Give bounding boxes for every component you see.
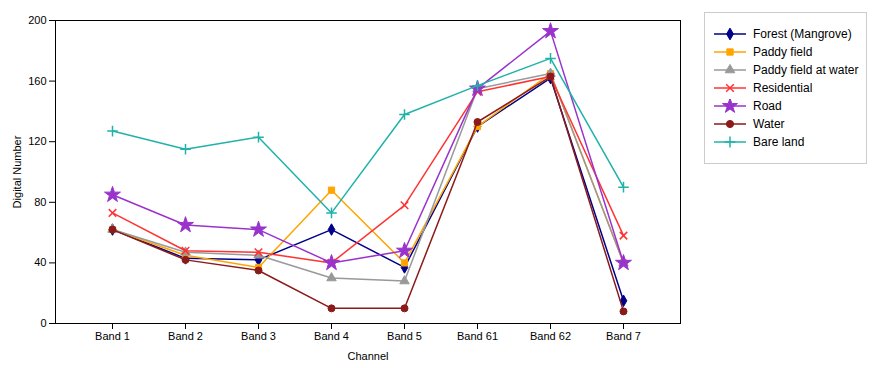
svg-text:Band 7: Band 7 bbox=[606, 330, 641, 342]
html-text:Forest (Mangrove): Forest (Mangrove) bbox=[753, 27, 852, 41]
svg-text:Digital Number: Digital Number bbox=[11, 135, 23, 208]
html-text:Paddy field at water: Paddy field at water bbox=[753, 63, 859, 77]
svg-text:Band 2: Band 2 bbox=[168, 330, 203, 342]
html-text:Residential: Residential bbox=[753, 81, 813, 95]
svg-text:120: 120 bbox=[28, 135, 46, 147]
html-text:Road: Road bbox=[753, 99, 782, 113]
svg-text:Band 3: Band 3 bbox=[241, 330, 276, 342]
svg-text:Band 4: Band 4 bbox=[314, 330, 349, 342]
svg-text:Band 1: Band 1 bbox=[95, 330, 130, 342]
svg-text:160: 160 bbox=[28, 75, 46, 87]
svg-text:80: 80 bbox=[34, 196, 46, 208]
html-text:Paddy field: Paddy field bbox=[753, 45, 813, 59]
html-text:Water: Water bbox=[753, 117, 785, 131]
svg-text:Band 5: Band 5 bbox=[387, 330, 422, 342]
svg-text:0: 0 bbox=[40, 317, 46, 329]
svg-text:Channel: Channel bbox=[348, 350, 389, 362]
svg-text:40: 40 bbox=[34, 256, 46, 268]
html-text:Bare land: Bare land bbox=[753, 135, 805, 149]
svg-text:200: 200 bbox=[28, 14, 46, 26]
svg-text:Band 61: Band 61 bbox=[457, 330, 498, 342]
svg-text:Band 62: Band 62 bbox=[530, 330, 571, 342]
